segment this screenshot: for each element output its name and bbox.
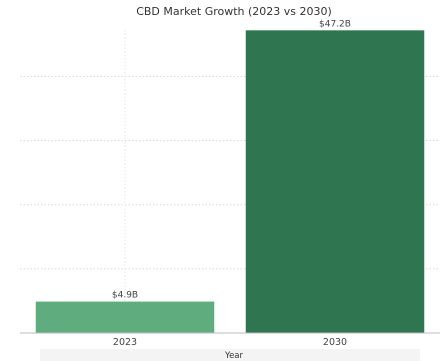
bar-2023 (35, 301, 215, 333)
x-tick-label-2023: 2023 (113, 337, 137, 348)
data-labels: $4.9B $47.2B (112, 19, 351, 300)
bar-2030 (245, 30, 425, 333)
chart-title: CBD Market Growth (2023 vs 2030) (136, 5, 332, 18)
x-tick-labels: 2023 2030 (113, 337, 347, 348)
bottom-shadow (40, 349, 420, 361)
data-label-2023: $4.9B (112, 291, 138, 301)
x-tick-label-2030: 2030 (323, 337, 347, 348)
x-axis-label: Year (224, 351, 244, 361)
data-label-2030: $47.2B (319, 19, 351, 29)
bars (35, 30, 425, 333)
